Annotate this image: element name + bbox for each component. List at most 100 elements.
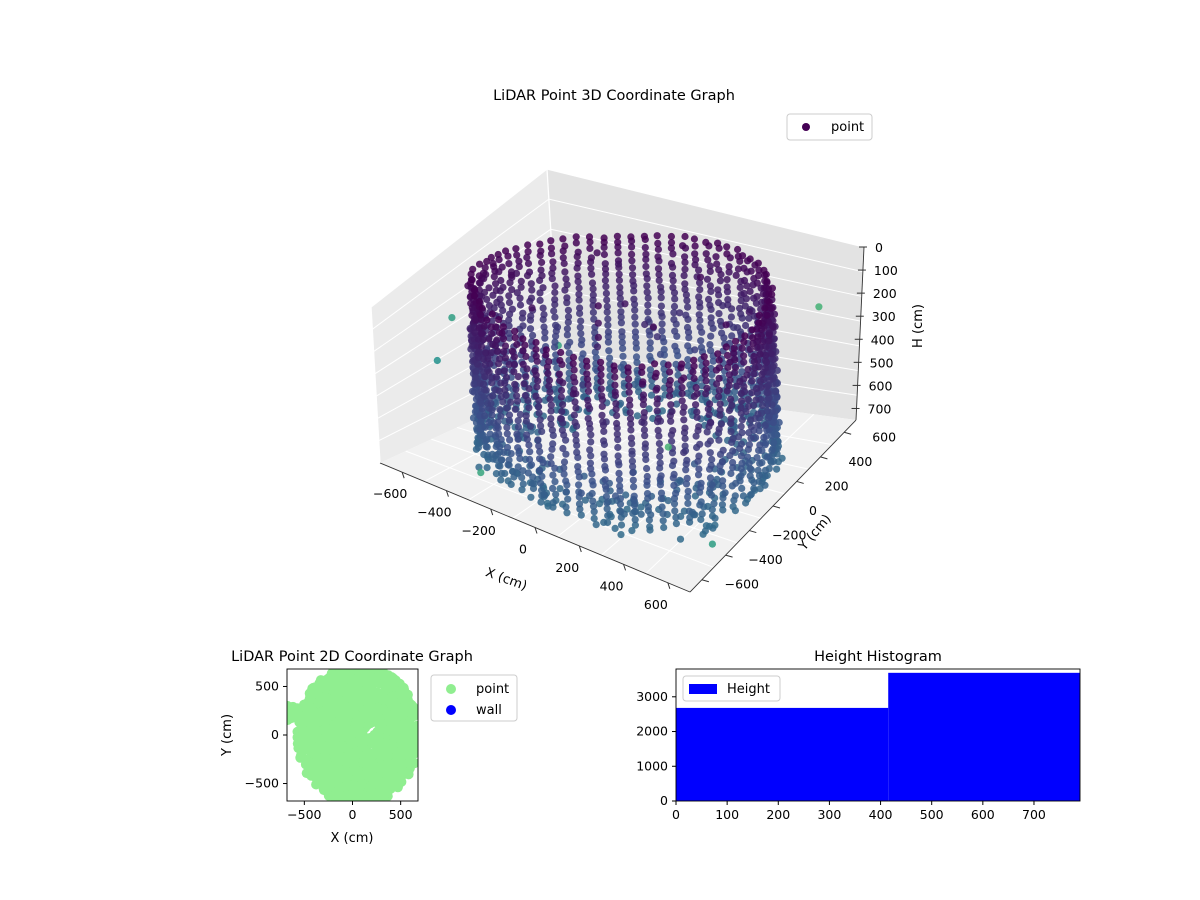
point-3d-mark (540, 490, 548, 498)
point-3d-mark (506, 436, 514, 444)
point-3d-mark (528, 286, 536, 294)
point-3d-mark (514, 463, 522, 471)
point-3d-mark (614, 436, 622, 444)
point-2d-mark (376, 787, 387, 798)
point-3d-mark (638, 363, 646, 371)
point-3d-mark (745, 441, 754, 449)
point-3d-mark (681, 434, 689, 443)
point-3d-mark (769, 419, 777, 427)
x-tick-label-3d: 600 (644, 597, 668, 612)
point-3d-mark (576, 304, 584, 312)
point-3d-mark (482, 436, 491, 444)
y-tick-label-3d: 200 (825, 478, 849, 493)
point-3d-mark (549, 484, 557, 492)
point-3d-mark (627, 426, 635, 434)
x-tick-label-3d: 400 (600, 578, 624, 593)
point-3d-mark (547, 244, 556, 252)
point-3d-mark (733, 324, 742, 332)
point-3d-mark (696, 273, 705, 281)
point-3d-mark (723, 250, 731, 258)
point-3d-mark (756, 441, 764, 449)
point-3d-mark (646, 352, 654, 360)
point-3d-mark (507, 398, 515, 406)
point-3d-mark (672, 520, 681, 528)
point-3d-mark (483, 464, 491, 472)
point-3d-mark (681, 285, 689, 293)
z-axis-line (855, 246, 865, 421)
point-3d-mark (483, 295, 491, 303)
point-3d-mark (708, 481, 716, 489)
point-3d-mark (519, 309, 527, 317)
point-2d-mark (341, 718, 352, 729)
point-2d-mark (382, 725, 393, 736)
grid-line (645, 413, 815, 574)
point-3d-mark (617, 308, 625, 316)
point-3d-mark (547, 420, 555, 429)
point-3d-mark (673, 400, 681, 408)
point-2d-mark (365, 791, 376, 801)
y-tick-label-3d: 400 (848, 454, 872, 469)
point-3d-mark (657, 495, 666, 503)
point-3d-mark (563, 294, 571, 302)
x-tick-label-3d: 0 (519, 542, 527, 557)
point-3d-mark (523, 253, 531, 262)
point-3d-mark (526, 325, 535, 333)
y-tick-3d (725, 554, 733, 558)
point-3d-mark (706, 262, 714, 270)
point-3d-mark (572, 431, 580, 439)
point-3d-mark (513, 430, 521, 438)
point-2d-mark (378, 692, 389, 703)
point-3d-mark (606, 354, 614, 362)
point-3d-mark (712, 253, 720, 261)
point-3d-mark (626, 396, 634, 404)
point-3d-mark (586, 446, 594, 454)
point-3d-mark (750, 479, 758, 487)
point-3d-mark (751, 364, 759, 372)
point-3d-mark (525, 385, 533, 393)
point-3d-mark (621, 300, 629, 308)
point-3d-mark (673, 389, 681, 397)
point-3d-mark (575, 296, 583, 304)
point-3d-mark (587, 264, 595, 272)
point-3d-mark (761, 422, 769, 430)
point-3d-mark (731, 492, 739, 500)
ticks-histogram: 0 100 200 300 400 500 600 700 0 1000 2000 3000 (636, 689, 1046, 822)
point-3d-mark (745, 429, 753, 437)
point-2d-mark (387, 691, 398, 702)
point-3d-mark (523, 431, 531, 439)
point-3d-mark (604, 511, 612, 520)
point-3d-mark (676, 309, 684, 317)
point-3d-mark (715, 436, 723, 444)
point-3d-mark (600, 427, 608, 435)
point-3d-mark (514, 417, 522, 425)
point-3d-mark (695, 423, 703, 431)
point-3d-mark (541, 328, 549, 336)
point-3d-mark (763, 311, 771, 320)
point-3d-mark (589, 302, 597, 310)
point-3d-mark (763, 453, 771, 461)
point-3d-mark (625, 382, 633, 390)
point-3d-mark (656, 446, 664, 454)
point-3d-mark (646, 339, 654, 347)
point-3d-mark (682, 291, 691, 299)
point-3d-mark (551, 282, 559, 290)
point-3d-mark (448, 314, 456, 322)
point-3d-mark (618, 338, 626, 346)
legend-2d-marker-point (446, 684, 456, 694)
point-3d-mark (670, 457, 678, 465)
point-3d-mark (520, 380, 528, 388)
point-3d-mark (643, 472, 651, 481)
point-3d-mark (755, 311, 764, 319)
y-tick-label-histogram: 2000 (636, 724, 668, 739)
point-3d-mark (756, 350, 764, 358)
point-3d-mark (643, 490, 652, 498)
point-3d-mark (546, 388, 554, 396)
point-3d-mark (617, 508, 625, 516)
point-3d-mark (579, 381, 587, 389)
point-3d-mark (728, 401, 736, 409)
pane-edge (370, 306, 381, 464)
point-3d-mark (676, 535, 685, 543)
point-3d-mark (747, 423, 755, 431)
point-3d-mark (613, 232, 622, 240)
point-3d-mark (737, 440, 746, 448)
